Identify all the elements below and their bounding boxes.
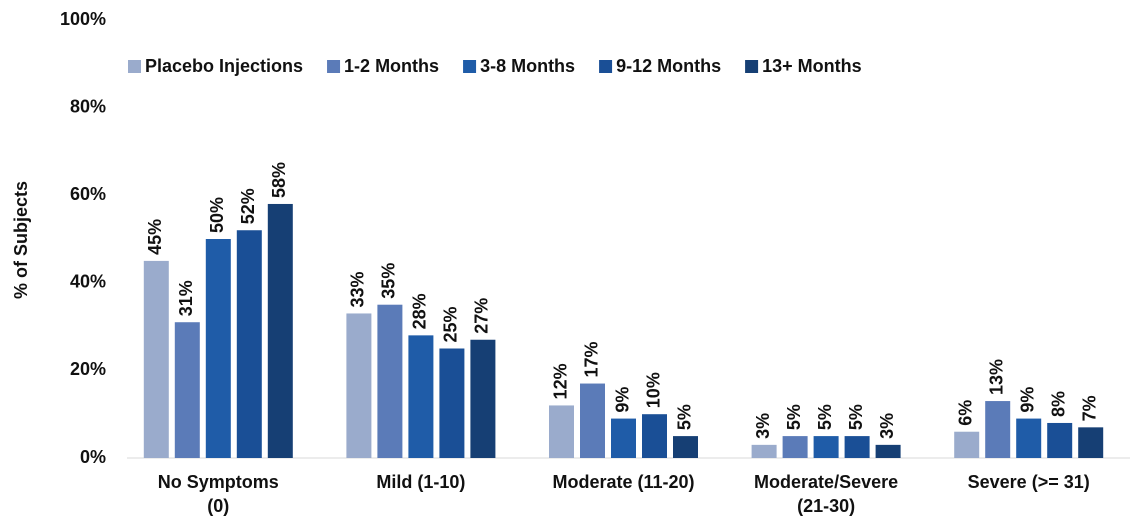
data-label: 3% <box>877 413 897 439</box>
x-tick-label: Severe (>= 31) <box>967 472 1090 492</box>
bar <box>205 239 231 458</box>
bar <box>470 339 496 458</box>
bar <box>143 260 169 458</box>
x-tick-label: Moderate (11-20) <box>552 472 695 492</box>
data-label: 13% <box>986 359 1006 395</box>
data-label: 31% <box>176 280 196 316</box>
data-label: 25% <box>441 306 461 342</box>
data-label: 5% <box>815 404 835 430</box>
data-label: 8% <box>1048 391 1068 417</box>
data-label: 50% <box>207 197 227 233</box>
bar <box>673 436 698 458</box>
data-label: 52% <box>238 188 258 224</box>
data-label: 10% <box>643 372 663 408</box>
bar <box>813 436 839 458</box>
bar <box>1047 422 1073 458</box>
y-tick-label: 0% <box>80 447 106 467</box>
bar <box>580 383 605 458</box>
data-label: 35% <box>379 263 399 299</box>
legend-swatch <box>463 60 477 73</box>
bar <box>844 436 870 458</box>
data-label: 12% <box>550 363 570 399</box>
bar <box>642 414 667 458</box>
x-tick-label: No Symptoms (0) <box>157 472 279 516</box>
bar <box>751 444 777 458</box>
x-tick-label: Mild (1-10) <box>376 472 466 492</box>
data-label: 27% <box>472 298 492 334</box>
data-label: 33% <box>348 271 368 307</box>
bar <box>549 405 574 458</box>
bar <box>174 322 200 458</box>
data-label: 7% <box>1079 395 1099 421</box>
y-tick-label: 60% <box>70 184 106 204</box>
bar <box>377 304 403 458</box>
data-label: 17% <box>581 342 601 378</box>
bar <box>875 444 901 458</box>
y-tick-label: 40% <box>70 272 106 292</box>
legend-label: 13+ Months <box>762 56 862 76</box>
y-tick-label: 20% <box>70 359 106 379</box>
bar <box>267 203 293 458</box>
y-axis-label: % of Subjects <box>11 181 31 299</box>
bar <box>985 401 1011 458</box>
legend-label: Placebo Injections <box>145 56 303 76</box>
bar <box>782 436 808 458</box>
legend-swatch <box>327 60 341 73</box>
data-label: 5% <box>674 404 694 430</box>
data-label: 9% <box>612 387 632 413</box>
bar <box>346 313 372 458</box>
y-tick-label: 100% <box>60 9 106 29</box>
legend-swatch <box>599 60 613 73</box>
bar <box>1078 427 1104 458</box>
legend-label: 9-12 Months <box>616 56 721 76</box>
bar <box>954 431 980 458</box>
data-label: 5% <box>846 404 866 430</box>
data-label: 58% <box>269 162 289 198</box>
y-tick-label: 80% <box>70 96 106 116</box>
data-label: 45% <box>145 219 165 255</box>
x-tick-label: Moderate/Severe (21-30) <box>754 472 899 516</box>
data-label: 28% <box>410 293 430 329</box>
bar <box>236 230 262 458</box>
data-label: 6% <box>955 400 975 426</box>
legend-label: 3-8 Months <box>480 56 575 76</box>
legend-label: 1-2 Months <box>344 56 439 76</box>
bar <box>611 418 636 458</box>
bar <box>439 348 465 458</box>
legend-swatch <box>128 60 141 73</box>
bar <box>408 335 434 458</box>
bar <box>1016 418 1042 458</box>
legend-swatch <box>745 60 759 73</box>
data-label: 9% <box>1017 387 1037 413</box>
data-label: 5% <box>784 404 804 430</box>
data-label: 3% <box>753 413 773 439</box>
